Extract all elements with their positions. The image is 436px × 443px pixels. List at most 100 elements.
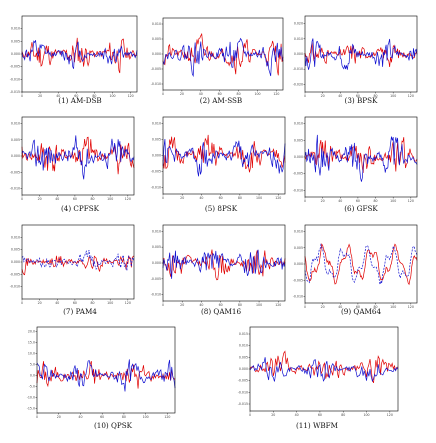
- y-tick-label: 0.005: [239, 355, 248, 359]
- y-tick-label: -0.010: [10, 187, 20, 191]
- y-tick-label: -0.005: [10, 170, 20, 174]
- x-tick-label: 0: [162, 92, 164, 96]
- x-tick-label: 0: [304, 94, 306, 98]
- x-tick-label: 120: [125, 197, 131, 201]
- x-tick-label: 100: [254, 92, 260, 96]
- subplot-8: 0 20 40 60 80 100 120 0.010 0.005 0.000 -0.005 -0.0…: [151, 225, 285, 316]
- subplot-2: 0 20 40 60 80 100 1200.0100.0050.000-0.005-0.0…: [151, 18, 283, 105]
- y-tick-label: 0.010: [11, 122, 20, 126]
- x-tick-label: 0: [249, 413, 251, 417]
- y-tick-label: -0.010: [10, 77, 20, 81]
- x-tick-label: 60: [219, 196, 223, 200]
- x-tick-label: 100: [363, 413, 369, 417]
- x-tick-label: 100: [256, 303, 262, 307]
- x-tick-label: 120: [275, 303, 281, 307]
- y-tick-label: 0.015: [239, 332, 248, 336]
- x-tick-label: 120: [128, 94, 134, 98]
- x-tick-label: 100: [107, 197, 113, 201]
- x-tick-label: 100: [390, 305, 396, 309]
- subplot-caption: (6) GFSK: [344, 204, 378, 213]
- y-tick-label: 0.010: [11, 27, 20, 31]
- subplot-caption: (1) AM-DSB: [58, 96, 101, 105]
- y-tick-label: 0.010: [294, 230, 303, 234]
- series-line-blue: [163, 250, 285, 279]
- x-tick-label: 120: [275, 196, 281, 200]
- subplot-1: 0 20 40 60 80 100 120 0.010 0.005 0.000 -0.005 -0.0…: [10, 16, 137, 105]
- series-line-blue: [22, 135, 134, 179]
- y-tick-label: 0.010: [239, 344, 248, 348]
- x-tick-label: 0: [304, 305, 306, 309]
- subplot-caption: (9) QAM64: [341, 307, 381, 316]
- x-tick-label: 20: [321, 305, 325, 309]
- y-tick-label: -0.005: [293, 172, 303, 176]
- y-tick-label: 15.0: [28, 340, 35, 344]
- series-line-blue: [163, 139, 285, 176]
- x-tick-label: 0: [21, 197, 23, 201]
- subplot-caption: (7) PAM4: [63, 307, 97, 316]
- y-tick-label: 0.010: [294, 122, 303, 126]
- y-tick-label: 0.000: [294, 262, 303, 266]
- x-tick-label: 40: [55, 197, 59, 201]
- x-tick-label: 40: [338, 94, 342, 98]
- x-tick-label: 120: [387, 413, 393, 417]
- subplot-7: 0 20 40 60 80 100 1200.0100.0050.000-0.005-0.0…: [10, 225, 134, 316]
- y-tick-label: 0.000: [11, 154, 20, 158]
- subplot-10: 0 20 40 60 80 100 120 20.0 15.0 10.0 5.0 0.0 -5.0 -10…: [27, 327, 175, 430]
- x-tick-label: 100: [107, 301, 113, 305]
- x-tick-label: 0: [162, 303, 164, 307]
- x-tick-label: 60: [73, 301, 77, 305]
- y-tick-label: 0.000: [152, 154, 161, 158]
- x-tick-label: 80: [341, 413, 345, 417]
- y-tick-label: 0.005: [152, 245, 161, 249]
- y-tick-label: -0.005: [151, 170, 161, 174]
- x-tick-label: 120: [408, 305, 414, 309]
- subplot-3: 0 20 40 60 80 100 1200.0200.0100.000-0.010-0.0…: [293, 16, 417, 105]
- x-tick-label: 60: [73, 197, 77, 201]
- y-tick-label: -0.015: [10, 90, 20, 94]
- y-tick-label: 0.010: [152, 22, 161, 26]
- x-tick-label: 0: [21, 301, 23, 305]
- subplot-11: 0 20 40 60 80 100 120 0.015 0.010 0.005 0.000 -0.00…: [238, 327, 398, 430]
- x-tick-label: 20: [38, 197, 42, 201]
- subplot-caption: (8) QAM16: [201, 307, 241, 316]
- x-tick-label: 80: [374, 199, 378, 203]
- y-tick-label: 0.005: [152, 37, 161, 41]
- x-tick-label: 60: [100, 415, 104, 419]
- x-tick-label: 100: [256, 196, 262, 200]
- y-tick-label: 5.0: [30, 362, 35, 366]
- y-tick-label: 0.005: [11, 39, 20, 43]
- y-tick-label: -0.005: [10, 272, 20, 276]
- series-line-red: [305, 244, 417, 284]
- y-tick-label: 0.010: [11, 235, 20, 239]
- y-tick-label: -0.010: [293, 295, 303, 299]
- x-tick-label: 40: [295, 413, 299, 417]
- y-tick-label: 0.020: [294, 22, 303, 26]
- y-tick-label: 20.0: [28, 329, 35, 333]
- y-tick-label: -0.005: [238, 379, 248, 383]
- x-tick-label: 20: [321, 199, 325, 203]
- x-tick-label: 80: [91, 301, 95, 305]
- x-tick-label: 20: [180, 92, 184, 96]
- subplot-caption: (2) AM-SSB: [200, 96, 242, 105]
- y-tick-label: -0.010: [151, 82, 161, 86]
- y-tick-label: 0.010: [152, 121, 161, 125]
- y-tick-label: 0.000: [152, 261, 161, 265]
- y-tick-label: 0.010: [152, 229, 161, 233]
- y-tick-label: 0.005: [294, 138, 303, 142]
- x-tick-label: 20: [180, 196, 184, 200]
- x-tick-label: 20: [38, 301, 42, 305]
- x-tick-label: 100: [143, 415, 149, 419]
- x-tick-label: 120: [408, 94, 414, 98]
- subplot-caption: (4) CPFSK: [61, 204, 100, 213]
- x-tick-label: 20: [38, 94, 42, 98]
- x-tick-label: 0: [21, 94, 23, 98]
- axes-frame: [250, 327, 398, 411]
- x-tick-label: 0: [162, 196, 164, 200]
- x-tick-label: 0: [304, 199, 306, 203]
- y-tick-label: 0.000: [11, 52, 20, 56]
- x-tick-label: 100: [390, 94, 396, 98]
- x-tick-label: 40: [78, 415, 82, 419]
- x-tick-label: 80: [91, 197, 95, 201]
- x-tick-label: 60: [356, 199, 360, 203]
